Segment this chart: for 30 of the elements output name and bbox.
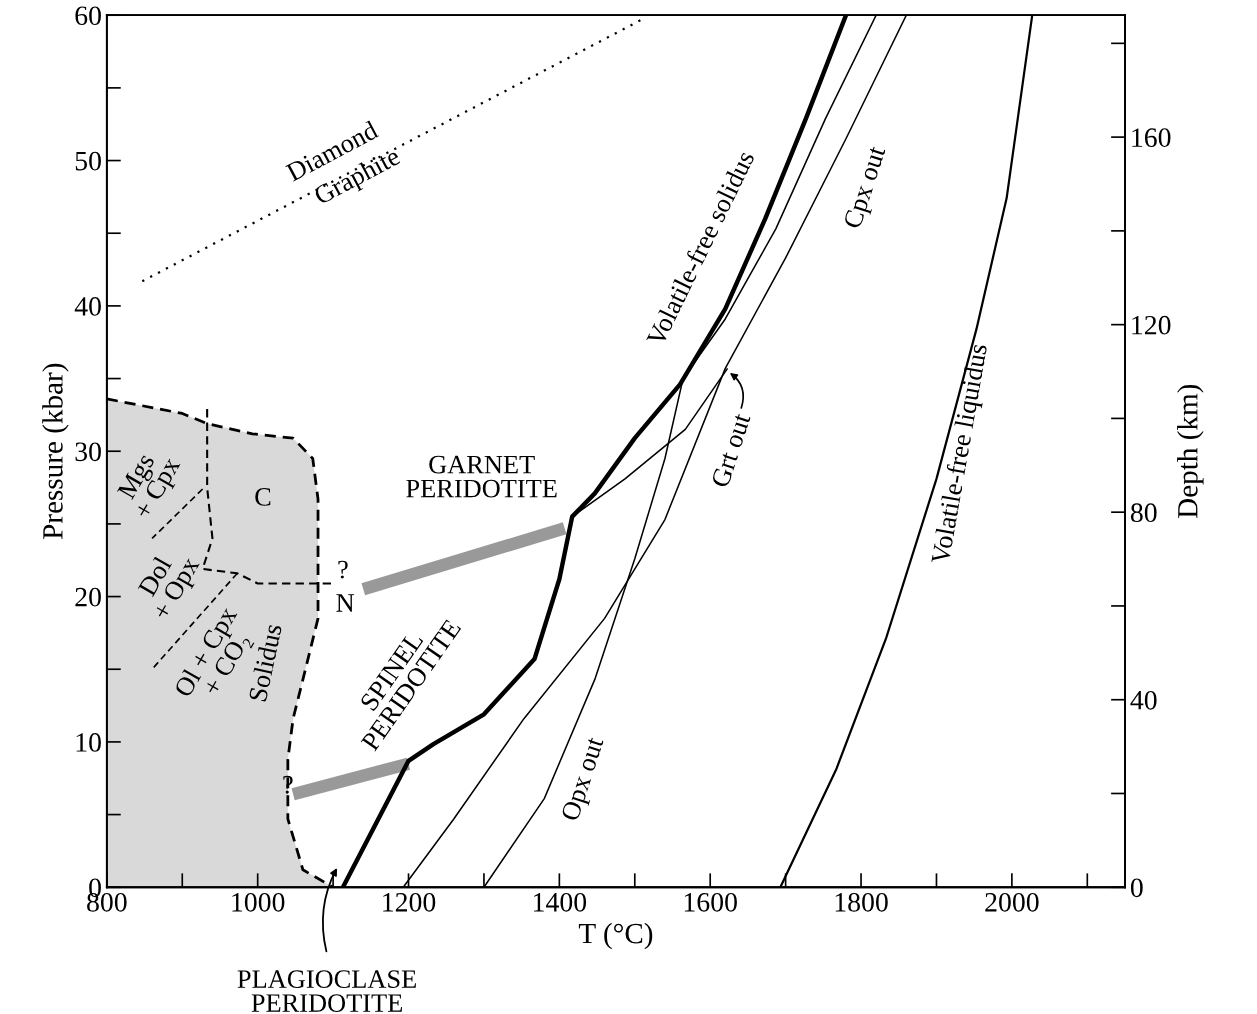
y-axis-title: Pressure (kbar) bbox=[42, 363, 69, 540]
y-tick-label: 50 bbox=[75, 151, 101, 171]
annotation: ? bbox=[338, 560, 348, 579]
y2-tick-label: 0 bbox=[1130, 878, 1143, 898]
annotation: GARNET PERIDOTITE bbox=[406, 455, 557, 498]
annotation: Dol + Opx bbox=[136, 554, 205, 624]
annotation: Cpx out bbox=[843, 144, 891, 231]
annotation: Opx out bbox=[560, 735, 609, 824]
y2-tick-label: 40 bbox=[1130, 690, 1157, 710]
y2-tick-label: 160 bbox=[1132, 128, 1171, 148]
x-tick-label: 1400 bbox=[534, 892, 587, 912]
x-tick-label: 1600 bbox=[684, 892, 737, 912]
x-tick-label: 1800 bbox=[835, 892, 888, 912]
y2-tick-label: 80 bbox=[1130, 503, 1157, 523]
x-axis-title: T (°C) bbox=[578, 922, 653, 950]
annotation: Grt out bbox=[710, 412, 751, 489]
y-tick-label: 20 bbox=[75, 587, 101, 607]
annotation: N bbox=[336, 594, 355, 612]
x-tick-label: 1000 bbox=[232, 892, 285, 912]
x-tick-label: 1200 bbox=[383, 892, 436, 912]
text: PLAGIOCLASE PERIDOTITE bbox=[237, 970, 416, 1012]
y-tick-label: 10 bbox=[76, 733, 101, 752]
y-tick-label: 40 bbox=[74, 297, 101, 316]
annotation: C bbox=[255, 488, 271, 506]
annotation: Volatile-free liquidus bbox=[930, 343, 993, 566]
y-tick-label: 60 bbox=[75, 6, 101, 26]
y2-tick-label: 120 bbox=[1132, 315, 1171, 335]
x-tick-label: 2000 bbox=[985, 892, 1039, 912]
y-tick-label: 30 bbox=[75, 442, 101, 462]
y2-axis-title: Depth (km) bbox=[1177, 384, 1204, 519]
